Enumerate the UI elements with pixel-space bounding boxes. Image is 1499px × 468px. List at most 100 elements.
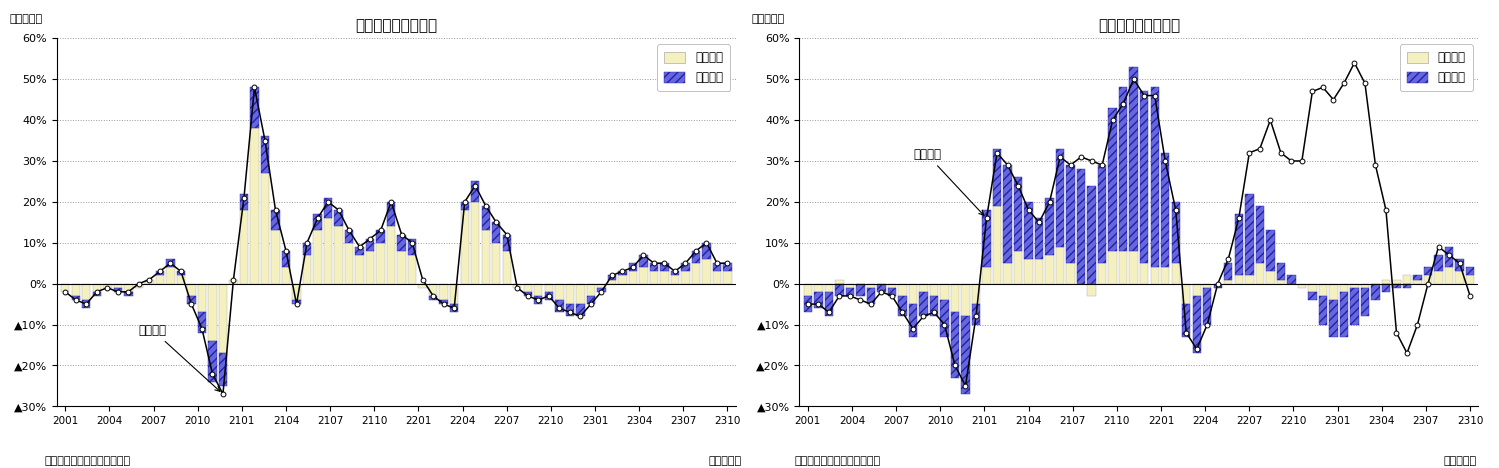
Bar: [124, 284, 132, 292]
Bar: [282, 251, 291, 267]
Bar: [898, 284, 907, 296]
Bar: [1003, 263, 1012, 284]
Bar: [971, 304, 980, 324]
Bar: [1393, 279, 1400, 284]
Bar: [513, 284, 522, 288]
Bar: [439, 284, 448, 300]
Bar: [940, 300, 949, 337]
Bar: [1141, 263, 1148, 284]
Bar: [866, 284, 875, 288]
Bar: [1108, 108, 1117, 251]
Bar: [1034, 259, 1043, 284]
Bar: [691, 263, 700, 284]
Bar: [639, 255, 648, 267]
Bar: [1045, 255, 1054, 284]
Bar: [607, 276, 616, 279]
Bar: [1382, 284, 1390, 292]
Bar: [670, 271, 679, 276]
Bar: [1118, 88, 1127, 251]
Bar: [198, 312, 207, 333]
Text: （資料）財務省「貿易統計」: （資料）財務省「貿易統計」: [794, 456, 880, 466]
Bar: [1466, 267, 1474, 276]
Bar: [724, 271, 732, 284]
Bar: [1055, 149, 1064, 247]
Bar: [576, 304, 585, 316]
Bar: [1288, 276, 1295, 284]
Bar: [418, 284, 427, 288]
Bar: [1414, 276, 1421, 279]
Bar: [982, 267, 991, 284]
Bar: [240, 194, 249, 210]
Bar: [845, 288, 854, 296]
Bar: [1097, 263, 1106, 284]
Bar: [877, 284, 886, 292]
Text: （年・月）: （年・月）: [709, 456, 742, 466]
Bar: [1351, 284, 1358, 288]
Bar: [670, 276, 679, 284]
Bar: [702, 259, 711, 284]
Bar: [208, 341, 217, 382]
Bar: [303, 255, 312, 284]
Bar: [124, 292, 132, 296]
Bar: [628, 271, 637, 284]
Bar: [481, 230, 490, 284]
Bar: [313, 214, 322, 230]
Bar: [1087, 284, 1096, 296]
Bar: [429, 284, 438, 296]
Bar: [408, 239, 417, 255]
Bar: [481, 206, 490, 230]
Bar: [502, 251, 511, 284]
Bar: [376, 243, 385, 284]
Bar: [1466, 276, 1474, 284]
Bar: [597, 288, 606, 292]
Bar: [950, 312, 959, 378]
Bar: [523, 292, 532, 296]
Bar: [639, 267, 648, 284]
Bar: [366, 239, 375, 251]
Bar: [1097, 165, 1106, 263]
Bar: [114, 284, 121, 288]
Bar: [898, 296, 907, 316]
Bar: [1193, 296, 1201, 353]
Bar: [313, 230, 322, 284]
Bar: [1076, 169, 1085, 284]
Bar: [1162, 267, 1169, 284]
Bar: [1445, 247, 1453, 267]
Bar: [177, 271, 184, 276]
Bar: [1340, 284, 1348, 292]
Bar: [240, 210, 249, 284]
Bar: [803, 284, 812, 296]
Bar: [824, 284, 833, 292]
Bar: [1414, 279, 1421, 284]
Bar: [950, 284, 959, 312]
Bar: [1319, 284, 1327, 296]
Bar: [1055, 247, 1064, 284]
Bar: [1256, 206, 1264, 263]
Bar: [324, 198, 333, 218]
Bar: [408, 255, 417, 284]
Bar: [261, 137, 270, 173]
Bar: [1151, 267, 1159, 284]
Bar: [1013, 251, 1022, 284]
Bar: [303, 243, 312, 255]
Bar: [982, 210, 991, 267]
Bar: [1424, 267, 1432, 276]
Bar: [555, 300, 564, 312]
Bar: [824, 292, 833, 316]
Bar: [1151, 88, 1159, 267]
Bar: [1172, 202, 1180, 263]
Bar: [397, 251, 406, 284]
Bar: [292, 300, 301, 304]
Bar: [1361, 288, 1369, 316]
Bar: [814, 284, 823, 292]
Bar: [1129, 251, 1138, 284]
Bar: [187, 284, 195, 296]
Bar: [450, 304, 459, 312]
Legend: 数量要因, 価格要因: 数量要因, 価格要因: [1400, 44, 1472, 91]
Bar: [845, 284, 854, 288]
Bar: [292, 284, 301, 300]
Bar: [576, 284, 585, 304]
Bar: [1267, 271, 1274, 284]
Bar: [714, 263, 721, 271]
Bar: [166, 267, 174, 284]
